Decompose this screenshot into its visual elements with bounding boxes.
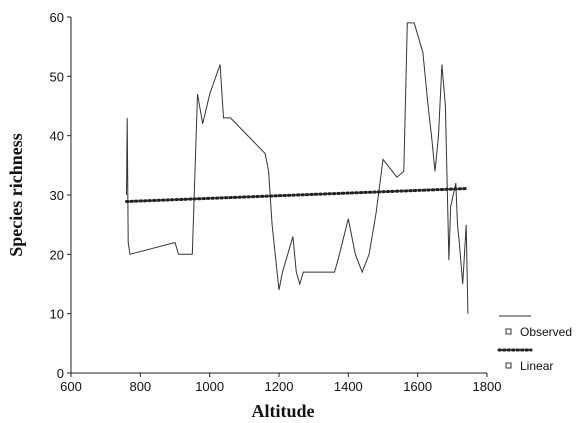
- y-tick-label: 0: [57, 366, 64, 381]
- x-tick-label: 600: [60, 379, 82, 394]
- legend-label-observed: Observed: [520, 325, 572, 339]
- legend: Observed Linear: [497, 315, 572, 373]
- x-tick-label: 1600: [403, 379, 432, 394]
- legend-marker-icon: [505, 328, 512, 335]
- x-axis-title: Altitude: [252, 401, 315, 421]
- x-tick-label: 1200: [265, 379, 294, 394]
- x-tick-label: 1400: [334, 379, 363, 394]
- legend-label-linear: Linear: [520, 359, 553, 373]
- plot-area: [125, 22, 470, 314]
- y-tick-label: 40: [50, 129, 64, 144]
- legend-marker-icon: [505, 362, 512, 369]
- y-tick-label: 10: [50, 307, 64, 322]
- ticks: 600 800 1000 1200 1400 1600 1800 0 10 20 30 40 50 60: [50, 10, 502, 394]
- x-tick-label: 1000: [195, 379, 224, 394]
- y-tick-label: 30: [50, 188, 64, 203]
- linear-trend-line: [125, 187, 470, 203]
- y-tick-label: 20: [50, 247, 64, 262]
- y-tick-label: 50: [50, 69, 64, 84]
- y-tick-label: 60: [50, 10, 64, 25]
- x-tick-label: 1800: [473, 379, 502, 394]
- observed-series-line: [126, 22, 469, 314]
- y-axis-title: Species richness: [6, 133, 26, 257]
- x-tick-label: 800: [129, 379, 151, 394]
